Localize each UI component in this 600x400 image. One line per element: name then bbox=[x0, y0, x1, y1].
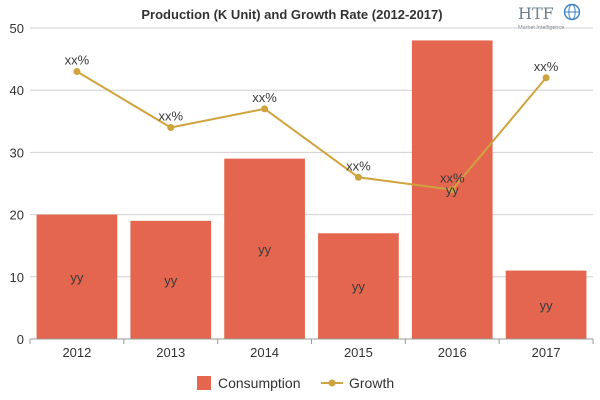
x-tick-label: 2012 bbox=[62, 345, 91, 360]
y-tick-label: 10 bbox=[10, 270, 24, 285]
logo-text: HTF bbox=[518, 4, 554, 23]
bar-2014 bbox=[224, 158, 305, 339]
globe-icon bbox=[563, 3, 581, 21]
bar-2012 bbox=[36, 214, 118, 339]
y-tick-label: 30 bbox=[10, 145, 24, 160]
legend-item-growth[interactable]: Growth bbox=[321, 375, 394, 391]
growth-data-label: xx% bbox=[65, 53, 90, 68]
bar-2017 bbox=[505, 270, 587, 339]
y-tick-label: 20 bbox=[10, 208, 24, 223]
bar-data-label: yy bbox=[70, 270, 84, 285]
axes: 0 10 20 30 40 50 2012 2013 2014 2015 2016 2017 bbox=[10, 21, 594, 360]
logo: HTF Market Intelligence bbox=[518, 3, 581, 31]
x-tick-label: 2016 bbox=[438, 345, 467, 360]
y-tick-label: 0 bbox=[17, 332, 24, 347]
y-tick-label: 50 bbox=[10, 21, 24, 36]
legend-label: Growth bbox=[349, 375, 394, 391]
x-tick-label: 2015 bbox=[344, 345, 373, 360]
legend-label: Consumption bbox=[218, 375, 301, 391]
bar-2013 bbox=[130, 220, 212, 339]
growth-data-label: xx% bbox=[252, 90, 277, 105]
chart-title: Production (K Unit) and Growth Rate (201… bbox=[141, 7, 442, 22]
growth-point-2013 bbox=[167, 124, 175, 132]
bar-series bbox=[36, 40, 587, 339]
x-tick-label: 2013 bbox=[156, 345, 185, 360]
growth-point-2016 bbox=[448, 186, 456, 194]
legend-swatch-marker bbox=[328, 379, 336, 387]
growth-point-2017 bbox=[542, 74, 550, 82]
bar-data-label: yy bbox=[164, 273, 178, 288]
legend: Consumption Growth bbox=[197, 375, 394, 391]
growth-line bbox=[76, 70, 547, 191]
growth-data-label: xx% bbox=[346, 158, 371, 173]
bar-data-label: yy bbox=[352, 279, 366, 294]
growth-point-2014 bbox=[261, 105, 269, 113]
growth-data-label: xx% bbox=[534, 59, 559, 74]
growth-point-2012 bbox=[73, 68, 81, 76]
bar-data-label: yy bbox=[540, 298, 554, 313]
y-tick-label: 40 bbox=[10, 83, 24, 98]
x-tick-label: 2017 bbox=[532, 345, 561, 360]
growth-point-2015 bbox=[354, 173, 362, 181]
bar-data-label: yy bbox=[258, 242, 272, 257]
legend-swatch-bar bbox=[197, 376, 211, 390]
gridlines bbox=[30, 27, 593, 278]
line-series bbox=[73, 68, 550, 194]
legend-item-consumption[interactable]: Consumption bbox=[197, 375, 301, 391]
bar-2015 bbox=[318, 233, 399, 339]
x-tick-label: 2014 bbox=[250, 345, 279, 360]
growth-data-label: xx% bbox=[440, 171, 465, 186]
growth-data-label: xx% bbox=[158, 109, 183, 124]
bar-data-label: yy bbox=[446, 183, 460, 198]
